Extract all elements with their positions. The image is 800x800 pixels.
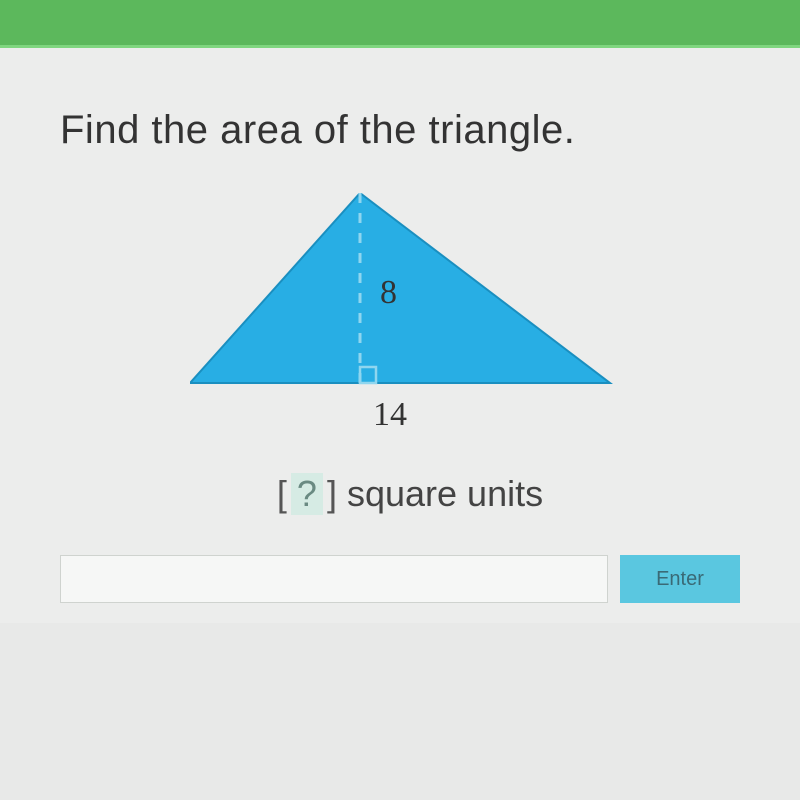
triangle-shape	[190, 193, 610, 383]
enter-button[interactable]: Enter	[620, 555, 740, 603]
bracket-close: ]	[327, 473, 337, 514]
answer-input[interactable]	[60, 555, 608, 603]
triangle-diagram: 8 14	[190, 193, 630, 453]
answer-placeholder-box: ?	[291, 473, 323, 515]
height-label: 8	[380, 274, 397, 311]
bracket-open: [	[277, 473, 287, 514]
input-row: Enter	[60, 555, 760, 603]
header-bar	[0, 0, 800, 48]
question-panel: Find the area of the triangle. 8 14 [?] …	[0, 48, 800, 623]
figure-container: 8 14	[60, 193, 760, 453]
answer-line: [?] square units	[60, 473, 760, 515]
base-label: 14	[373, 396, 407, 433]
question-prompt: Find the area of the triangle.	[60, 108, 760, 153]
units-label: square units	[347, 473, 543, 514]
